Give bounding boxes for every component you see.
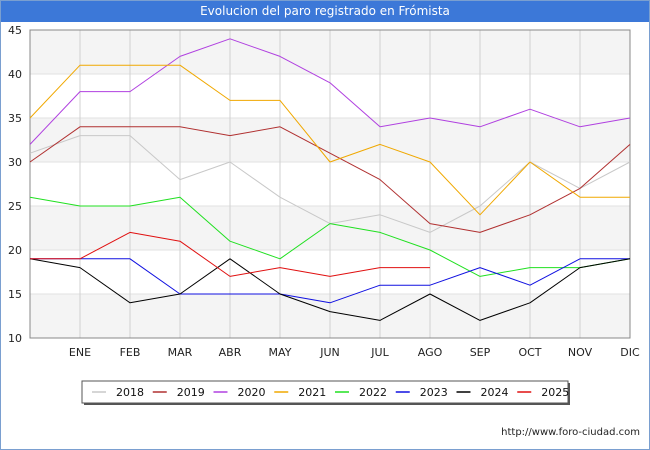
plot-border <box>29 29 631 339</box>
y-tick-label: 30 <box>8 156 22 169</box>
legend-label-2022: 2022 <box>359 386 387 399</box>
x-tick-label: JUN <box>319 346 340 359</box>
y-tick-label: 40 <box>8 68 22 81</box>
legend-label-2024: 2024 <box>481 386 509 399</box>
x-tick-label: MAR <box>168 346 193 359</box>
x-tick-label: OCT <box>518 346 541 359</box>
legend-label-2021: 2021 <box>298 386 326 399</box>
y-tick-label: 10 <box>8 332 22 345</box>
y-tick-label: 25 <box>8 200 22 213</box>
series-line-2025 <box>30 231 430 277</box>
x-tick-label: FEB <box>120 346 141 359</box>
y-tick-label: 45 <box>8 24 22 37</box>
x-tick-label: ENE <box>69 346 91 359</box>
x-tick-label: DIC <box>620 346 640 359</box>
y-tick-label: 20 <box>8 244 22 257</box>
x-tick-label: NOV <box>568 346 593 359</box>
chart-title: Evolucion del paro registrado en Frómist… <box>200 4 450 18</box>
series-line-2024 <box>29 258 631 321</box>
series-line-2021 <box>29 64 630 216</box>
series-line-2020 <box>29 38 631 145</box>
x-tick-label: SEP <box>470 346 491 359</box>
x-tick-label: AGO <box>418 346 443 359</box>
legend-label-2018: 2018 <box>116 386 144 399</box>
x-tick-label: JUL <box>370 346 389 359</box>
legend-box <box>81 380 569 404</box>
y-tick-label: 15 <box>8 288 22 301</box>
x-tick-label: MAY <box>269 346 292 359</box>
source-credit[interactable]: http://www.foro-ciudad.com <box>501 427 640 438</box>
x-tick-label: ABR <box>219 346 242 359</box>
chart-title-bar: Evolucion del paro registrado en Frómist… <box>0 0 650 22</box>
legend-label-2020: 2020 <box>238 386 266 399</box>
y-tick-label: 35 <box>8 112 22 125</box>
legend-label-2025: 2025 <box>541 386 569 399</box>
series-line-2022 <box>29 196 631 277</box>
legend-label-2023: 2023 <box>420 386 448 399</box>
series-line-2023 <box>30 258 630 304</box>
series-line-2019 <box>29 126 631 233</box>
legend-label-2019: 2019 <box>177 386 205 399</box>
